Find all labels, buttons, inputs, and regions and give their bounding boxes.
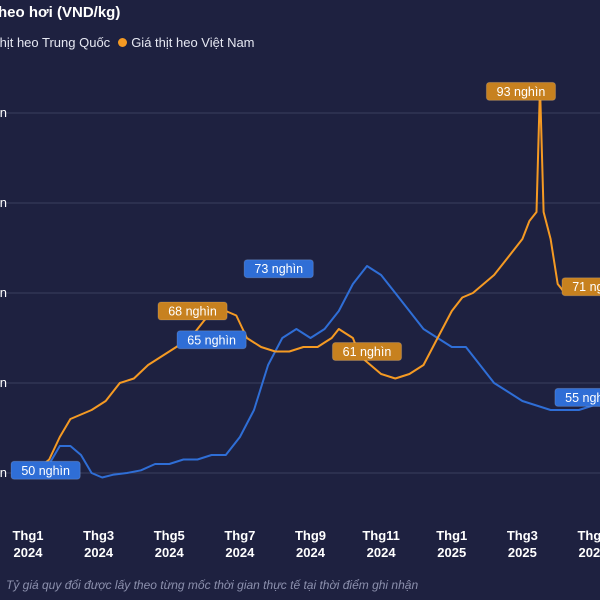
y-tick-label: 70 nghìn [0,285,7,300]
chart-title: heo hơi (VND/kg) [0,4,121,21]
data-label-text: 71 nghìn [572,280,600,294]
data-label-china: 73 nghìn [243,259,314,279]
data-label-vietnam: 68 nghìn [157,301,228,321]
data-label-box [10,460,81,480]
data-label-vietnam: 71 nghìn [561,277,600,297]
legend-label-vietnam: Giá thịt heo Việt Nam [131,35,255,50]
y-tick-label: 50 nghìn [0,465,7,480]
x-tick-year: 2024 [367,545,397,560]
data-label-china: 55 nghìn [554,387,600,407]
data-label-text: 68 nghìn [168,305,217,319]
x-tick-year: 2024 [14,545,44,560]
x-tick-month: Thg11 [362,528,400,543]
x-tick-year: 2025 [437,545,466,560]
x-tick-year: 2025 [508,545,537,560]
x-tick-month: Thg3 [507,528,538,543]
x-tick-month: Thg3 [83,528,114,543]
data-label-vietnam: 93 nghìn [485,81,557,101]
y-tick-label: 80 nghìn [0,195,7,210]
series-line-vietnam [27,85,600,474]
chart-legend: thịt heo Trung Quốc Giá thịt heo Việt Na… [0,35,255,50]
x-tick-month: Thg5 [154,528,185,543]
data-label-text: 50 nghìn [21,464,70,478]
data-label-text: 61 nghìn [343,345,392,359]
data-label-box [176,330,247,350]
legend-item-vietnam[interactable]: Giá thịt heo Việt Nam [110,35,255,50]
x-tick-month: Thg1 [12,528,43,543]
legend-label-china: thịt heo Trung Quốc [0,35,111,50]
x-tick-year: 2024 [225,545,255,560]
data-label-box [554,387,600,407]
data-label-vietnam: 61 nghìn [331,342,403,361]
data-label-text: 93 nghìn [497,85,546,99]
y-tick-label: 90 nghìn [0,105,7,120]
data-label-text: 55 nghìn [565,391,600,405]
x-tick-month: Thg1 [436,528,467,543]
data-label-china: 65 nghìn [176,330,247,350]
footnote: Tỷ giá quy đổi được lấy theo từng mốc th… [6,578,419,592]
data-label-box [243,259,314,279]
series-line-china [27,265,600,479]
x-tick-month: Thg5 [577,528,600,543]
x-tick-year: 2024 [296,545,326,560]
data-label-china: 50 nghìn [10,460,81,480]
data-label-text: 73 nghìn [254,262,303,276]
legend-dot-vietnam [118,38,128,47]
x-tick-year: 2024 [84,545,114,560]
x-tick-year: 2024 [155,545,185,560]
data-label-box [331,342,403,361]
legend-item-china[interactable]: thịt heo Trung Quốc [0,35,110,50]
data-label-box [157,301,228,321]
data-label-box [485,81,557,101]
x-tick-month: Thg9 [295,528,326,543]
x-tick-year: 2025 [579,545,600,560]
x-tick-month: Thg7 [224,528,255,543]
data-label-text: 65 nghìn [187,333,236,347]
y-tick-label: 60 nghìn [0,375,7,390]
data-label-box [561,277,600,297]
